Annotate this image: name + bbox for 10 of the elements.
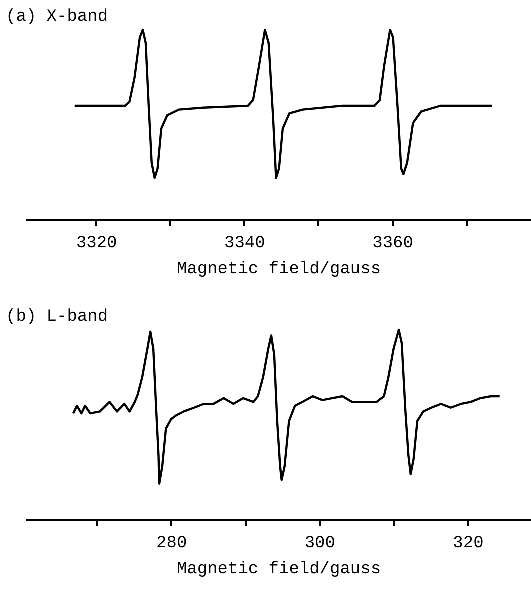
chart-title: (b) L-band [6, 308, 108, 327]
x-tick-label: 3340 [224, 234, 266, 254]
x-tick-label: 3320 [76, 234, 118, 254]
x-tick-label: 320 [453, 534, 484, 554]
x-axis-title: Magnetic field/gauss [176, 560, 382, 580]
chart-title: (a) X-band [6, 8, 108, 27]
x-axis-title: Magnetic field/gauss [176, 260, 382, 280]
x-tick-label: 3360 [372, 234, 414, 254]
x-tick-label: 300 [304, 534, 336, 554]
x-tick-label: 280 [156, 534, 188, 554]
